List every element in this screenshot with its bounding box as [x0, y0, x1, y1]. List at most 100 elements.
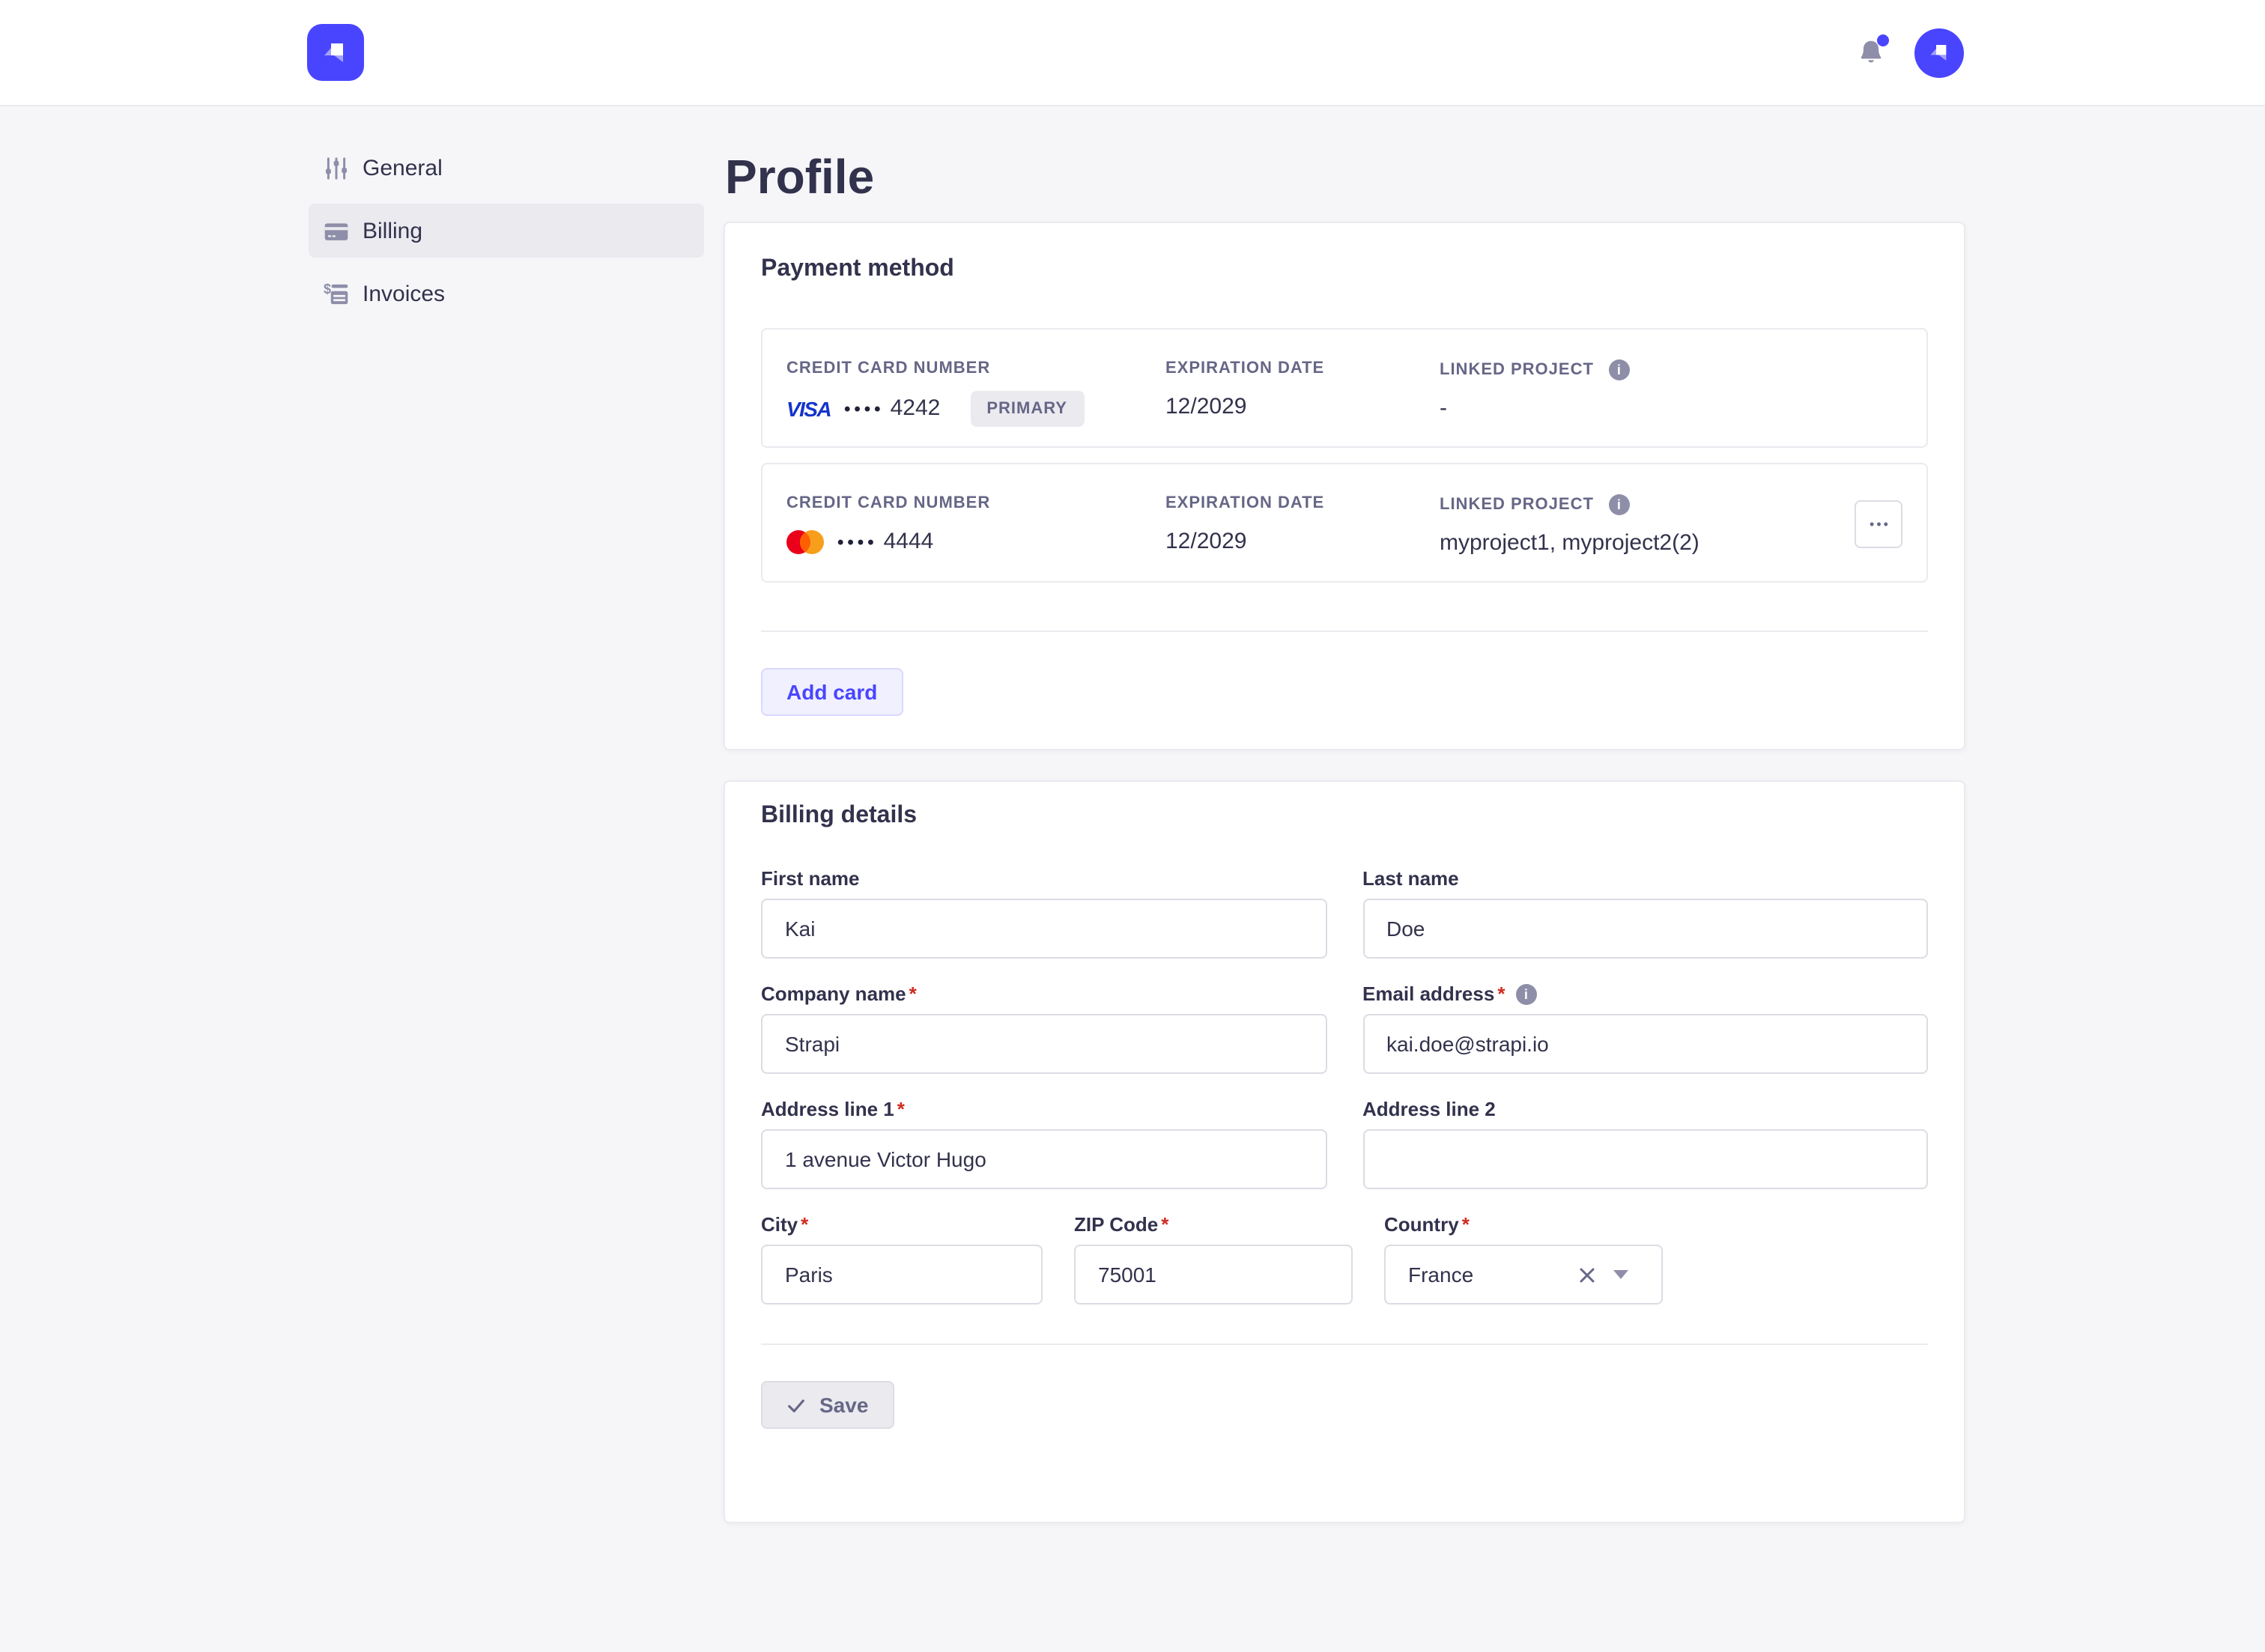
linked-project-value: -	[1440, 395, 1447, 421]
clear-icon[interactable]	[1579, 1266, 1595, 1283]
chevron-down-icon[interactable]	[1613, 1270, 1628, 1279]
address-line2-label-text: Address line 2	[1362, 1098, 1496, 1120]
save-button[interactable]: Save	[761, 1381, 894, 1429]
email-group: Email address * i	[1362, 983, 1928, 1074]
billing-details-heading: Billing details	[761, 803, 918, 828]
company-name-label-text: Company name	[761, 983, 906, 1005]
credit-card-number-cell: CREDIT CARD NUMBER VISA •••• 4242 PRIMAR…	[786, 359, 1165, 446]
linked-project-cell: LINKED PROJECT i myproject1, myproject2(…	[1440, 494, 1902, 581]
payment-method-heading: Payment method	[761, 256, 954, 282]
expiration-value: 12/2029	[1165, 529, 1247, 554]
payment-method-rows: CREDIT CARD NUMBER VISA •••• 4242 PRIMAR…	[761, 328, 1928, 583]
check-icon	[788, 1398, 804, 1412]
required-asterisk: *	[1497, 983, 1506, 1005]
address-line1-field[interactable]	[761, 1129, 1326, 1189]
address-line1-label-text: Address line 1	[761, 1098, 894, 1120]
notification-dot	[1877, 34, 1889, 46]
country-group: Country * France	[1384, 1213, 1663, 1305]
zip-label-text: ZIP Code	[1074, 1213, 1159, 1236]
info-icon[interactable]: i	[1515, 984, 1537, 1005]
mastercard-logo	[786, 530, 824, 554]
email-label: Email address * i	[1362, 983, 1928, 1006]
linked-project-cell: LINKED PROJECT i -	[1440, 359, 1902, 446]
credit-card-row: CREDIT CARD NUMBER •••• 4444	[761, 463, 1928, 583]
profile-avatar[interactable]	[1914, 28, 1964, 77]
sidebar-item-general[interactable]: General	[309, 141, 704, 195]
notifications-button[interactable]	[1858, 34, 1889, 66]
required-asterisk: *	[801, 1213, 809, 1236]
sidebar-item-label: Billing	[363, 218, 423, 243]
add-card-button[interactable]: Add card	[761, 668, 903, 716]
expiration-label: EXPIRATION DATE	[1165, 494, 1325, 512]
sidebar-item-label: Invoices	[363, 281, 446, 306]
credit-card-number-cell: CREDIT CARD NUMBER •••• 4444	[786, 494, 1165, 581]
zip-group: ZIP Code *	[1074, 1213, 1353, 1305]
country-value: France	[1408, 1263, 1474, 1287]
card-last4: 4444	[883, 529, 934, 554]
address-line1-group: Address line 1 *	[761, 1098, 1326, 1189]
divider	[761, 631, 1928, 632]
address-line2-group: Address line 2	[1362, 1098, 1928, 1189]
country-combobox[interactable]: France	[1384, 1245, 1663, 1305]
expiration-cell: EXPIRATION DATE 12/2029	[1165, 494, 1440, 581]
required-asterisk: *	[1161, 1213, 1169, 1236]
first-name-label: First name	[761, 867, 1326, 891]
sidebar-item-label: General	[363, 155, 443, 180]
city-field[interactable]	[761, 1245, 1043, 1305]
billing-details-card: Billing details First name Last name	[724, 780, 1965, 1523]
expiration-value: 12/2029	[1165, 394, 1247, 419]
svg-text:$: $	[324, 281, 331, 296]
city-label: City *	[761, 1213, 1043, 1237]
city-group: City *	[761, 1213, 1043, 1305]
top-bar-actions	[1858, 28, 1964, 77]
card-more-actions-button[interactable]: •••	[1855, 500, 1902, 548]
zip-label: ZIP Code *	[1074, 1213, 1353, 1237]
strapi-logo[interactable]	[307, 24, 364, 81]
credit-card-number-label: CREDIT CARD NUMBER	[786, 494, 991, 512]
linked-project-label: LINKED PROJECT i	[1440, 494, 1902, 515]
card-mask-dots: ••••	[837, 532, 878, 553]
company-name-field[interactable]	[761, 1014, 1326, 1074]
bell-icon	[1861, 40, 1882, 63]
city-zip-country-row: City* ZIP Code* Country*	[761, 1213, 1928, 1305]
last-name-field[interactable]	[1362, 899, 1928, 959]
expiration-cell: EXPIRATION DATE 12/2029	[1165, 359, 1440, 446]
primary-badge: PRIMARY	[970, 391, 1084, 427]
required-asterisk: *	[909, 983, 917, 1005]
card-mask-dots: ••••	[843, 398, 885, 419]
billing-form: First name Last name Company name*	[761, 867, 1928, 1305]
save-button-label: Save	[819, 1393, 869, 1417]
linked-project-label-text: LINKED PROJECT	[1440, 495, 1594, 513]
credit-card-row: CREDIT CARD NUMBER VISA •••• 4242 PRIMAR…	[761, 328, 1928, 448]
credit-card-number-label: CREDIT CARD NUMBER	[786, 359, 991, 377]
sidebar: General Billing $	[309, 141, 704, 1523]
country-label-text: Country	[1384, 1213, 1459, 1236]
last-name-label-text: Last name	[1362, 867, 1459, 890]
first-name-field[interactable]	[761, 899, 1326, 959]
sidebar-item-billing[interactable]: Billing	[309, 204, 704, 258]
address-line2-label: Address line 2	[1362, 1098, 1928, 1122]
zip-field[interactable]	[1074, 1245, 1353, 1305]
address-line2-field[interactable]	[1362, 1129, 1928, 1189]
sidebar-item-invoices[interactable]: $ Invoices	[309, 267, 704, 321]
credit-card-number-value: VISA •••• 4242 PRIMARY	[786, 391, 1165, 427]
country-label: Country *	[1384, 1213, 1663, 1237]
top-bar	[0, 0, 2265, 106]
visa-logo: VISA	[786, 397, 832, 421]
city-label-text: City	[761, 1213, 798, 1236]
last-name-label: Last name	[1362, 867, 1928, 891]
linked-project-label-text: LINKED PROJECT	[1440, 360, 1594, 378]
info-icon[interactable]: i	[1608, 359, 1630, 380]
first-name-group: First name	[761, 867, 1326, 959]
required-asterisk: *	[1461, 1213, 1470, 1236]
email-field[interactable]	[1362, 1014, 1928, 1074]
page-title: Profile	[725, 150, 875, 204]
strapi-logo-icon	[324, 43, 343, 62]
main-panel: Profile Payment method CREDIT CARD NUMBE…	[724, 141, 1965, 1523]
avatar-strapi-icon	[1929, 45, 1946, 61]
info-icon[interactable]: i	[1608, 494, 1630, 515]
linked-project-label: LINKED PROJECT i	[1440, 359, 1902, 380]
credit-card-number-value: •••• 4444	[786, 526, 1165, 559]
company-name-group: Company name *	[761, 983, 1326, 1074]
